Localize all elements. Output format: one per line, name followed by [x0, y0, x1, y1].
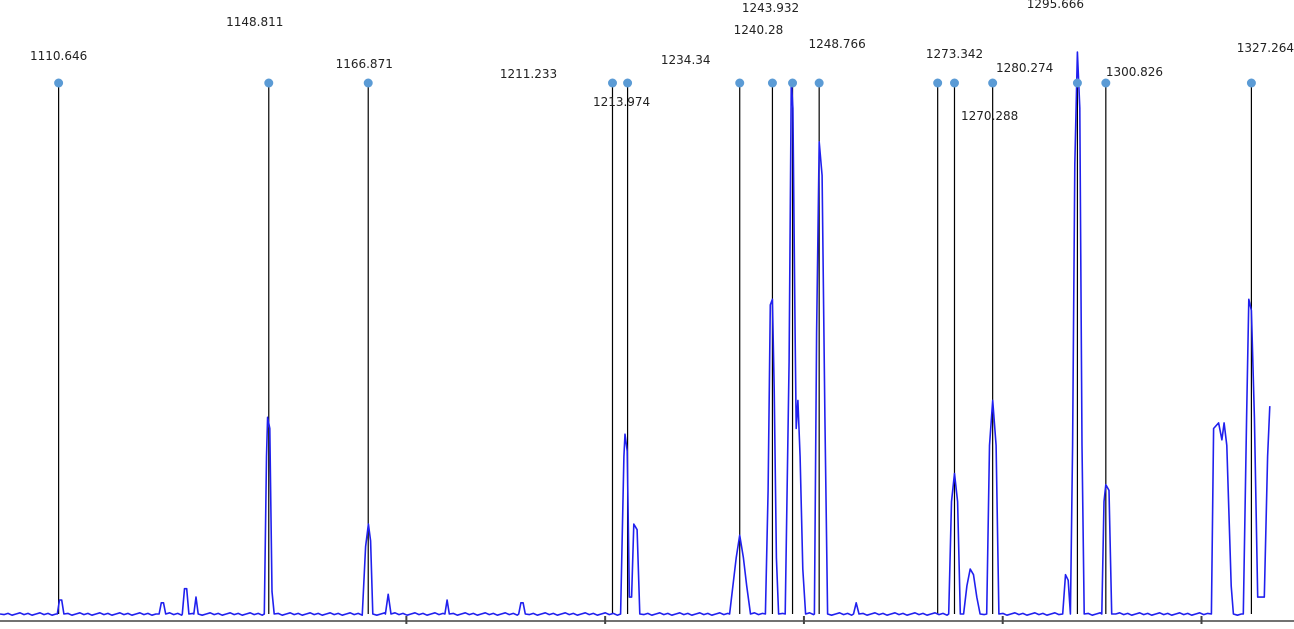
- peak-label: 1213.974: [593, 95, 650, 109]
- peak-marker: [623, 78, 633, 88]
- axis-group: [0, 616, 1294, 624]
- peak-labels-group: 1110.646 1148.811 1166.871 1211.233 1213.974…: [30, 0, 1294, 123]
- peak-marker: [814, 78, 824, 88]
- peak-label: 1300.826: [1106, 65, 1163, 79]
- peak-lines-group: [58, 83, 1253, 614]
- peak-label: 1240.28: [734, 23, 784, 37]
- peak-marker: [788, 78, 798, 88]
- peak-marker: [767, 78, 777, 88]
- peak-label: 1295.666: [1027, 0, 1084, 11]
- peak-marker: [1101, 78, 1111, 88]
- peak-marker: [1246, 78, 1256, 88]
- peak-marker: [949, 78, 959, 88]
- peak-label: 1270.288: [961, 109, 1018, 123]
- peak-label: 1327.264: [1237, 41, 1294, 55]
- peak-label: 1280.274: [996, 61, 1053, 75]
- peak-marker: [54, 78, 64, 88]
- peak-label: 1148.811: [226, 15, 283, 29]
- peak-label: 1248.766: [809, 37, 866, 51]
- peak-label: 1211.233: [500, 67, 557, 81]
- peak-label: 1110.646: [30, 49, 87, 63]
- peak-markers-group: [54, 78, 1256, 88]
- peak-label: 1273.342: [926, 47, 983, 61]
- peak-marker: [933, 78, 943, 88]
- peak-label: 1243.932: [742, 1, 799, 15]
- peak-marker: [988, 78, 998, 88]
- peak-marker: [607, 78, 617, 88]
- peak-marker: [264, 78, 274, 88]
- peak-label: 1234.34: [661, 53, 711, 67]
- spectrum-trace: [0, 51, 1271, 616]
- peak-label: 1166.871: [336, 57, 393, 71]
- peak-marker: [1072, 78, 1082, 88]
- peak-marker: [735, 78, 745, 88]
- peak-marker: [363, 78, 373, 88]
- trace-group: [0, 51, 1271, 616]
